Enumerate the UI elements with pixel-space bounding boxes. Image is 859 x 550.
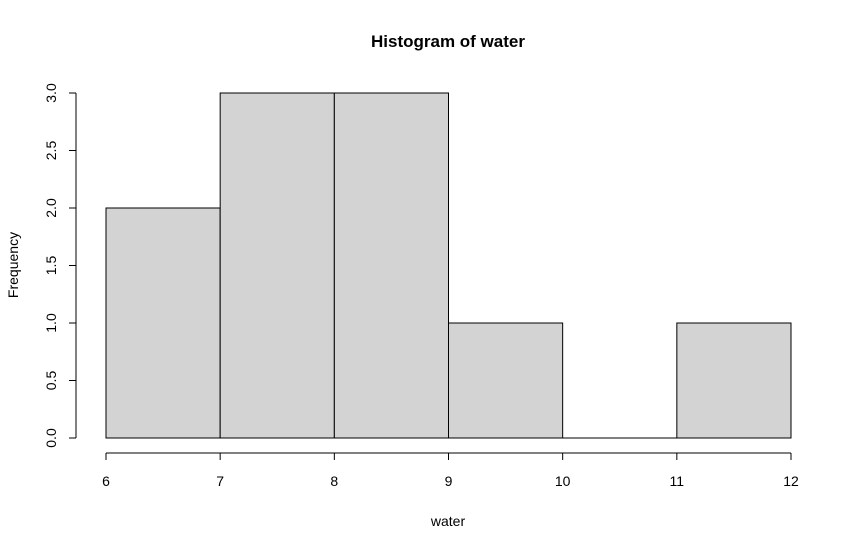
- x-tick-label: 11: [670, 473, 685, 489]
- y-tick-label: 2.0: [43, 198, 59, 218]
- y-tick-label: 1.0: [43, 313, 59, 333]
- x-tick-label: 10: [555, 473, 571, 489]
- x-tick-label: 8: [330, 473, 338, 489]
- y-tick-label: 3.0: [43, 83, 59, 103]
- y-axis: 0.0 0.5 1.0 1.5 2.0 2.5 3.0: [43, 83, 77, 448]
- y-tick-label: 2.5: [43, 141, 59, 161]
- y-tick-label: 0.5: [43, 371, 59, 391]
- y-axis-label: Frequency: [5, 232, 21, 298]
- x-tick-label: 6: [102, 473, 110, 489]
- x-axis: 6 7 8 9 10 11 12: [102, 452, 799, 489]
- histogram-bar-5: [676, 322, 792, 439]
- x-tick-label: 7: [216, 473, 224, 489]
- x-tick-label: 9: [445, 473, 453, 489]
- x-axis-label: water: [430, 513, 466, 529]
- chart-title: Histogram of water: [371, 32, 525, 51]
- y-tick-label: 1.5: [43, 256, 59, 276]
- bars-group: [105, 92, 792, 439]
- histogram-bar-0: [105, 207, 221, 439]
- histogram-bar-1: [219, 92, 335, 439]
- x-tick-label: 12: [783, 473, 799, 489]
- histogram-bar-3: [448, 322, 564, 439]
- y-tick-label: 0.0: [43, 428, 59, 448]
- histogram-bar-2: [333, 92, 450, 439]
